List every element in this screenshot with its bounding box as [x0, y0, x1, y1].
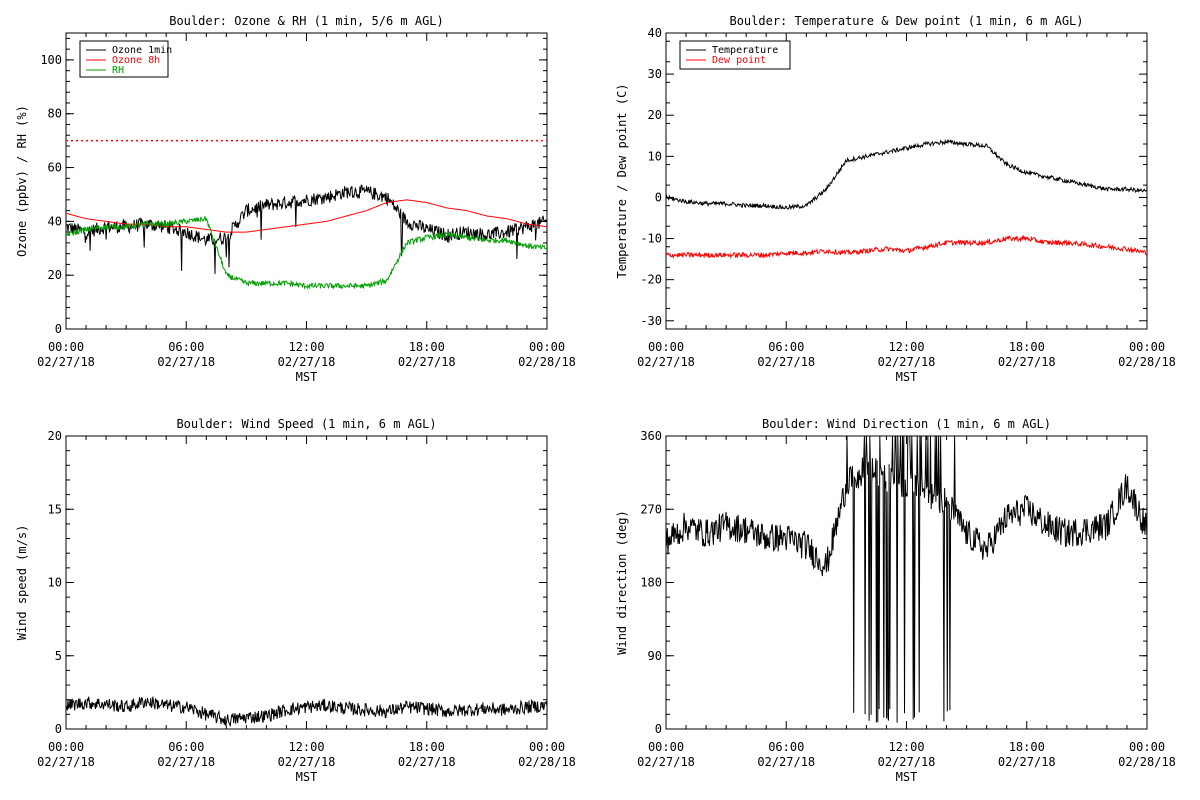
- chart-panel-1: Boulder: Ozone & RH (1 min, 5/6 m AGL)02…: [15, 14, 576, 384]
- x-tick-label-time: 18:00: [1009, 740, 1045, 754]
- x-tick-label-date: 02/27/18: [398, 355, 456, 369]
- chart-title: Boulder: Wind Direction (1 min, 6 m AGL): [762, 417, 1051, 431]
- x-tick-label-date: 02/28/18: [518, 755, 576, 769]
- y-axis-label: Temperature / Dew point (C): [615, 83, 629, 278]
- x-tick-label-time: 12:00: [288, 340, 324, 354]
- legend-label: Dew point: [712, 55, 766, 66]
- x-tick-label-time: 06:00: [768, 340, 804, 354]
- x-tick-label-time: 00:00: [1129, 740, 1165, 754]
- y-tick-label: -30: [640, 314, 662, 328]
- x-tick-label-date: 02/28/18: [1118, 755, 1176, 769]
- y-tick-label: 270: [640, 502, 662, 516]
- y-tick-label: 40: [648, 26, 662, 40]
- y-tick-label: 10: [48, 576, 62, 590]
- x-tick-label-date: 02/27/18: [278, 755, 336, 769]
- y-tick-label: 180: [640, 576, 662, 590]
- series-line-1: [666, 436, 1147, 723]
- x-tick-label-date: 02/28/18: [1118, 355, 1176, 369]
- x-tick-label-time: 00:00: [48, 740, 84, 754]
- chart-panel-2: Boulder: Temperature & Dew point (1 min,…: [615, 14, 1176, 384]
- x-tick-label-date: 02/27/18: [157, 355, 215, 369]
- x-tick-label-time: 00:00: [529, 740, 565, 754]
- legend-label: Ozone 1min: [112, 45, 172, 56]
- x-tick-label-time: 06:00: [168, 740, 204, 754]
- legend-label: RH: [112, 65, 124, 76]
- y-tick-label: 40: [48, 214, 62, 228]
- y-tick-label: 100: [40, 53, 62, 67]
- x-tick-label-time: 00:00: [648, 740, 684, 754]
- x-tick-label-date: 02/27/18: [157, 755, 215, 769]
- x-tick-label-date: 02/27/18: [998, 355, 1056, 369]
- x-tick-label-time: 00:00: [529, 340, 565, 354]
- x-tick-label-date: 02/27/18: [878, 755, 936, 769]
- series-line-1: [66, 184, 547, 274]
- chart-title: Boulder: Ozone & RH (1 min, 5/6 m AGL): [169, 14, 444, 28]
- series-line-1: [666, 138, 1147, 211]
- y-tick-label: 15: [48, 502, 62, 516]
- x-tick-label-time: 06:00: [768, 740, 804, 754]
- x-tick-label-time: 18:00: [409, 740, 445, 754]
- x-tick-label-date: 02/28/18: [518, 355, 576, 369]
- x-tick-label-time: 00:00: [648, 340, 684, 354]
- x-tick-label-date: 02/27/18: [398, 755, 456, 769]
- series-line-1: [66, 696, 547, 728]
- y-tick-label: -20: [640, 273, 662, 287]
- x-tick-label-date: 02/27/18: [37, 755, 95, 769]
- x-tick-label-date: 02/27/18: [637, 355, 695, 369]
- y-tick-label: 0: [55, 322, 62, 336]
- chart-title: Boulder: Temperature & Dew point (1 min,…: [729, 14, 1083, 28]
- x-axis-label: MST: [296, 370, 318, 384]
- x-tick-label-time: 00:00: [48, 340, 84, 354]
- y-tick-label: 0: [55, 722, 62, 736]
- legend-label: Ozone 8h: [112, 55, 160, 66]
- legend-label: Temperature: [712, 45, 778, 56]
- x-tick-label-date: 02/27/18: [37, 355, 95, 369]
- y-tick-label: -10: [640, 232, 662, 246]
- y-tick-label: 10: [648, 149, 662, 163]
- chart-panel-3: Boulder: Wind Speed (1 min, 6 m AGL) 0 5 10…: [15, 417, 576, 784]
- y-tick-label: 20: [48, 429, 62, 443]
- y-axis-label: Wind speed (m/s): [15, 525, 29, 641]
- y-tick-label: 360: [640, 429, 662, 443]
- x-tick-label-time: 12:00: [288, 740, 324, 754]
- y-tick-label: 20: [648, 108, 662, 122]
- y-axis-label: Ozone (ppbv) / RH (%): [15, 105, 29, 257]
- y-tick-label: 0: [655, 190, 662, 204]
- x-tick-label-time: 06:00: [168, 340, 204, 354]
- y-tick-label: 80: [48, 107, 62, 121]
- series-line-2: [666, 234, 1147, 260]
- y-tick-label: 90: [648, 649, 662, 663]
- plot-frame: [65, 435, 548, 730]
- legend-box: [679, 40, 791, 70]
- x-tick-label-time: 12:00: [888, 340, 924, 354]
- x-tick-label-time: 00:00: [1129, 340, 1165, 354]
- x-tick-label-date: 02/27/18: [278, 355, 336, 369]
- x-tick-label-date: 02/27/18: [878, 355, 936, 369]
- chart-panel-4: Boulder: Wind Direction (1 min, 6 m AGL)…: [615, 417, 1176, 784]
- x-tick-label-date: 02/27/18: [998, 755, 1056, 769]
- y-tick-label: 0: [655, 722, 662, 736]
- x-tick-label-date: 02/27/18: [757, 355, 815, 369]
- series-line-3: [66, 216, 547, 290]
- x-tick-label-date: 02/27/18: [757, 755, 815, 769]
- x-axis-label: MST: [896, 770, 918, 784]
- legend-box: [79, 40, 169, 78]
- series-line-2: [66, 199, 547, 233]
- x-axis-label: MST: [296, 770, 318, 784]
- x-tick-label-time: 18:00: [409, 340, 445, 354]
- y-tick-label: 60: [48, 161, 62, 175]
- y-tick-label: 5: [55, 649, 62, 663]
- plot-frame: [665, 435, 1148, 730]
- y-tick-label: 20: [48, 268, 62, 282]
- x-tick-label-date: 02/27/18: [637, 755, 695, 769]
- y-axis-label: Wind direction (deg): [615, 510, 629, 655]
- chart-title: Boulder: Wind Speed (1 min, 6 m AGL): [176, 417, 436, 431]
- x-tick-label-time: 12:00: [888, 740, 924, 754]
- x-tick-label-time: 18:00: [1009, 340, 1045, 354]
- y-tick-label: 30: [648, 67, 662, 81]
- x-axis-label: MST: [896, 370, 918, 384]
